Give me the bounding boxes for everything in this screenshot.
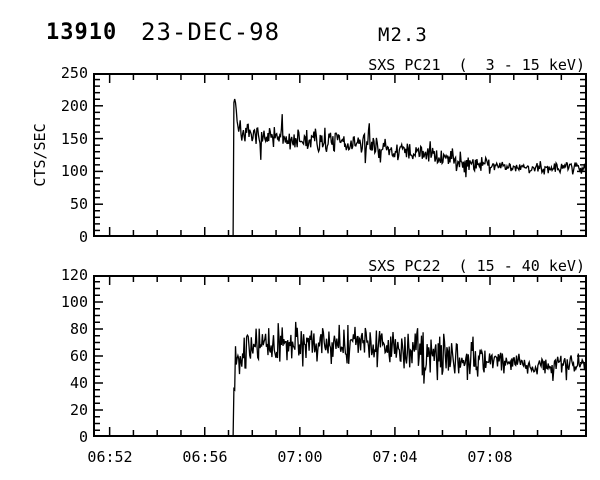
lightcurve-trace (93, 321, 587, 437)
y-axis-label-cts-per-sec: CTS/SEC (31, 123, 49, 187)
flare-date: 23-DEC-98 (141, 18, 281, 46)
y-tick-label: 0 (78, 228, 88, 246)
x-tick-label: 07:04 (372, 448, 418, 466)
plot-frame (93, 73, 587, 237)
bottom-panel-title: SXS PC22 ( 15 - 40 keV) (368, 257, 585, 275)
bottom-panel-plot-pc22 (93, 275, 587, 437)
plot-frame (93, 275, 587, 437)
x-tick-label: 07:00 (277, 448, 323, 466)
top-panel-plot-pc21 (93, 73, 587, 237)
lightcurve-trace (93, 98, 587, 237)
y-tick-label: 100 (60, 162, 88, 181)
y-tick-label: 250 (60, 64, 88, 82)
y-tick-label: 100 (60, 293, 88, 311)
y-tick-label: 200 (60, 96, 88, 115)
y-tick-label: 120 (60, 266, 88, 284)
y-tick-label: 20 (69, 401, 88, 419)
y-tick-label: 80 (69, 320, 88, 338)
y-tick-label: 50 (69, 195, 88, 214)
flare-event-id: 13910 (46, 20, 118, 45)
y-tick-label: 0 (78, 428, 88, 446)
top-panel-title: SXS PC21 ( 3 - 15 keV) (368, 56, 585, 74)
y-tick-label: 40 (69, 374, 88, 392)
x-tick-label: 06:52 (87, 448, 133, 466)
x-tick-label: 07:08 (467, 448, 513, 466)
y-tick-label: 150 (60, 129, 88, 148)
y-tick-label: 60 (69, 347, 88, 365)
goes-class-label: M2.3 (378, 24, 428, 46)
x-tick-label: 06:56 (182, 448, 228, 466)
